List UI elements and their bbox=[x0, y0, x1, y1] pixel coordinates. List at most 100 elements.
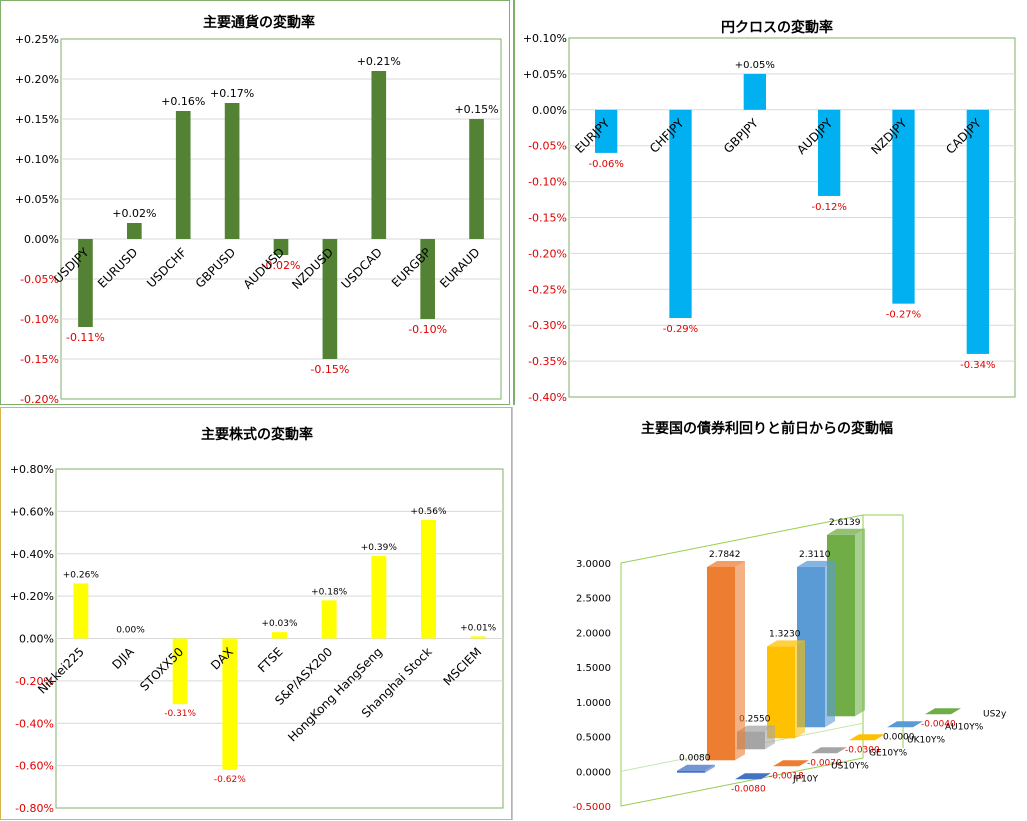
series-label: UK10Y% bbox=[907, 735, 945, 745]
data-label: -0.31% bbox=[164, 709, 196, 719]
x-category-label: HongKong HangSeng bbox=[285, 645, 385, 745]
bar-yield-jp10y bbox=[677, 771, 705, 773]
data-label: -0.29% bbox=[663, 324, 698, 335]
y-tick-label: 1.5000 bbox=[576, 663, 611, 674]
x-category-label: FTSE bbox=[255, 645, 286, 676]
y-tick-label: -0.35% bbox=[528, 355, 567, 368]
data-label-change: -0.0080 bbox=[731, 784, 766, 794]
x-category-label: Nikkei225 bbox=[35, 645, 87, 697]
data-label: +0.26% bbox=[63, 570, 100, 580]
y-tick-label: +0.20% bbox=[15, 73, 59, 86]
y-tick-label: 1.0000 bbox=[576, 698, 611, 709]
y-tick-label: -0.05% bbox=[528, 140, 567, 153]
series-label: US2y bbox=[983, 709, 1007, 719]
data-label: +0.02% bbox=[112, 207, 156, 220]
y-tick-label: 0.0000 bbox=[576, 767, 611, 778]
y-tick-label: +0.15% bbox=[15, 113, 59, 126]
bar-ftse bbox=[272, 632, 287, 638]
major-currency-chart: 主要通貨の変動率+0.25%+0.20%+0.15%+0.10%+0.05%0.… bbox=[1, 1, 511, 406]
x-category-label: GBPJPY bbox=[721, 116, 762, 157]
yen-cross-chart-panel: 円クロスの変動率+0.10%+0.05%0.00%-0.05%-0.10%-0.… bbox=[513, 0, 1027, 405]
bond-yield-chart-panel: 主要国の債券利回りと前日からの変動幅 3.0000 2.5000 2.0000 1.50… bbox=[512, 407, 1027, 820]
bar-change-jp10y bbox=[735, 773, 771, 779]
y-tick-label: -0.20% bbox=[528, 247, 567, 260]
bar-change-us10y bbox=[773, 760, 809, 766]
y-tick-label: -0.10% bbox=[20, 313, 59, 326]
y-tick-label: 0.00% bbox=[532, 104, 567, 117]
bar-side-uk10y bbox=[795, 640, 805, 738]
x-category-label: USDCAD bbox=[339, 245, 385, 291]
y-tick-label: -0.5000 bbox=[572, 802, 611, 813]
data-label: +0.56% bbox=[410, 507, 447, 517]
x-category-label: GBPUSD bbox=[193, 245, 239, 291]
chart-title: 円クロスの変動率 bbox=[721, 19, 833, 36]
data-label: -0.15% bbox=[310, 363, 349, 376]
data-label: +0.39% bbox=[361, 543, 398, 553]
y-tick-label: +0.80% bbox=[10, 463, 54, 476]
series-label: AU10Y% bbox=[945, 722, 984, 732]
chart-title: 主要株式の変動率 bbox=[201, 426, 313, 443]
bar-s-p-asx200 bbox=[322, 600, 337, 638]
y-tick-label: +0.20% bbox=[10, 590, 54, 603]
bar-yield-uk10y bbox=[767, 646, 795, 738]
y-tick-label: +0.40% bbox=[10, 548, 54, 561]
y-tick-label: -0.15% bbox=[20, 353, 59, 366]
x-category-label: DJIA bbox=[109, 644, 137, 672]
y-tick-label: -0.60% bbox=[15, 760, 54, 773]
x-category-label: EURAUD bbox=[437, 245, 483, 291]
bar-gbpusd bbox=[225, 103, 240, 239]
data-label: -0.27% bbox=[886, 310, 921, 321]
data-label: +0.05% bbox=[735, 60, 775, 71]
data-label: -0.12% bbox=[811, 202, 846, 213]
x-category-label: EURUSD bbox=[95, 245, 140, 290]
y-tick-label: 0.5000 bbox=[576, 733, 611, 744]
series-label: GE10Y% bbox=[869, 748, 908, 758]
data-label: +0.16% bbox=[161, 95, 205, 108]
bar-usdcad bbox=[371, 71, 386, 239]
data-label-yield: 2.7842 bbox=[709, 550, 741, 560]
bar-gbpjpy bbox=[744, 74, 766, 110]
bond-yield-chart: 主要国の債券利回りと前日からの変動幅 3.0000 2.5000 2.0000 1.50… bbox=[513, 407, 1027, 820]
y-tick-label: +0.10% bbox=[523, 32, 567, 45]
y-tick-label: 0.00% bbox=[24, 233, 59, 246]
data-label: +0.15% bbox=[454, 103, 498, 116]
y-tick-label: +0.05% bbox=[15, 193, 59, 206]
bar-eurusd bbox=[127, 223, 142, 239]
y-tick-label: 0.00% bbox=[19, 633, 54, 646]
bar-chfjpy bbox=[669, 110, 691, 318]
y-tick-label: -0.30% bbox=[528, 319, 567, 332]
y-tick-label: 2.0000 bbox=[576, 628, 611, 639]
y-tick-label: 2.5000 bbox=[576, 594, 611, 605]
bar-side-au10y bbox=[825, 561, 835, 727]
series-label: JP10Y bbox=[792, 774, 819, 784]
major-currency-chart-panel: 主要通貨の変動率+0.25%+0.20%+0.15%+0.10%+0.05%0.… bbox=[0, 0, 510, 405]
bar-change-au10y bbox=[887, 721, 923, 727]
data-label: -0.10% bbox=[408, 323, 447, 336]
data-label: +0.03% bbox=[261, 619, 298, 629]
data-label: +0.21% bbox=[357, 55, 401, 68]
data-label: 0.00% bbox=[116, 626, 145, 636]
bar-nikkei225 bbox=[73, 583, 88, 638]
y-tick-label: -0.20% bbox=[20, 393, 59, 406]
data-label: -0.62% bbox=[214, 775, 246, 785]
data-label: -0.34% bbox=[960, 360, 995, 371]
data-label: +0.18% bbox=[311, 587, 348, 597]
bar-side-us10y bbox=[735, 561, 745, 760]
yen-cross-chart: 円クロスの変動率+0.10%+0.05%0.00%-0.05%-0.10%-0.… bbox=[515, 0, 1027, 405]
chart-title: 主要通貨の変動率 bbox=[203, 14, 315, 31]
bar-usdchf bbox=[176, 111, 191, 239]
data-label: -0.11% bbox=[66, 331, 105, 344]
y-tick-label: 3.0000 bbox=[576, 559, 611, 570]
y-tick-label: -0.40% bbox=[528, 391, 567, 404]
data-label-yield: 2.3110 bbox=[799, 550, 831, 560]
y-tick-label: +0.25% bbox=[15, 33, 59, 46]
x-category-label: MSCIEM bbox=[441, 645, 485, 689]
bar-change-uk10y bbox=[849, 734, 885, 740]
bar-side-us2y bbox=[855, 529, 865, 716]
chart-title: 主要国の債券利回りと前日からの変動幅 bbox=[641, 420, 893, 437]
bar-shanghai-stock bbox=[421, 520, 436, 639]
y-tick-label: +0.60% bbox=[10, 505, 54, 518]
major-stock-chart: 主要株式の変動率 +0.80% +0.60% +0.40% +0.20% 0.00% -0.… bbox=[1, 408, 513, 821]
data-label-yield: 2.6139 bbox=[829, 518, 861, 528]
bar-euraud bbox=[469, 119, 484, 239]
